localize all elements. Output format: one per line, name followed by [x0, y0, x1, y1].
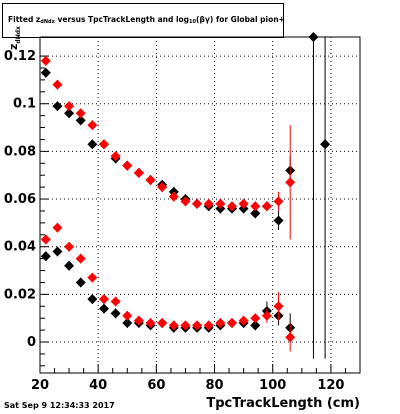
data-point-marker — [227, 317, 237, 328]
data-point-marker — [87, 139, 98, 150]
data-point-marker — [40, 55, 51, 66]
data-point-marker — [203, 320, 214, 331]
data-point-marker — [215, 198, 226, 209]
chart-title-box: Fitted zdNdx versus TpcTrackLength and l… — [2, 3, 285, 38]
title-subscript-10: 10 — [189, 19, 197, 25]
x-tick-label: 60 — [147, 378, 165, 393]
data-point-marker — [192, 320, 203, 331]
data-point-marker — [133, 167, 144, 178]
title-middle: versus TpcTrackLength and log — [54, 15, 190, 24]
data-point-marker — [180, 320, 191, 331]
data-point-marker — [110, 296, 121, 307]
x-tick-label: 20 — [31, 378, 49, 393]
data-point-marker — [133, 315, 144, 326]
data-point-marker — [203, 198, 214, 209]
data-point-marker — [227, 201, 237, 212]
grid-lines — [40, 37, 360, 373]
data-point-marker — [75, 253, 86, 264]
data-point-marker — [64, 260, 75, 271]
data-point-marker — [320, 139, 331, 150]
title-suffix: (βγ) for Global pion+ — [196, 15, 285, 24]
data-point-marker — [157, 182, 168, 193]
x-tick-label: 100 — [259, 378, 286, 393]
data-point-marker — [99, 139, 109, 150]
data-point-marker — [145, 174, 156, 185]
y-tick-label: 0.02 — [4, 287, 36, 302]
data-point-marker — [273, 301, 284, 312]
x-tick-label: 40 — [89, 378, 107, 393]
data-point-marker — [64, 101, 75, 112]
data-point-marker — [308, 32, 319, 42]
timestamp: Sat Sep 9 12:34:33 2017 — [4, 401, 115, 410]
data-point-marker — [52, 101, 63, 112]
data-point-marker — [180, 196, 191, 207]
data-point-marker — [122, 160, 133, 171]
data-point-marker — [110, 308, 121, 319]
x-tick-label: 120 — [317, 378, 344, 393]
data-point-marker — [40, 251, 51, 262]
data-point-marker — [40, 234, 51, 245]
data-points — [40, 32, 331, 359]
y-tick-label: 0 — [27, 335, 36, 350]
data-point-marker — [52, 246, 63, 257]
y-tick-label: 0.04 — [4, 240, 36, 255]
data-point-marker — [261, 310, 272, 321]
data-point-marker — [75, 277, 86, 288]
data-point-marker — [250, 201, 261, 212]
chart-title: Fitted zdNdx versus TpcTrackLength and l… — [8, 15, 285, 25]
data-point-marker — [75, 108, 86, 119]
x-tick-label: 80 — [205, 378, 223, 393]
data-point-marker — [110, 151, 121, 162]
y-tick-label: 0.12 — [4, 49, 36, 64]
x-axis-label: TpcTrackLength (cm) — [206, 396, 360, 411]
data-point-marker — [64, 108, 75, 119]
y-axis-ticks: 0 0.02 0.04 0.06 0.08 0.1 0.12 — [4, 49, 49, 367]
data-point-marker — [238, 315, 249, 326]
data-point-marker — [40, 67, 51, 78]
data-point-marker — [261, 201, 272, 212]
data-point-marker — [87, 272, 98, 283]
data-point-marker — [87, 294, 98, 305]
data-point-marker — [75, 115, 86, 126]
title-subscript-dndx: dNdx — [40, 19, 55, 25]
data-point-marker — [285, 177, 296, 188]
data-point-marker — [215, 317, 226, 328]
data-point-marker — [250, 320, 261, 331]
data-point-marker — [52, 79, 63, 90]
data-point-marker — [157, 317, 168, 328]
y-tick-label: 0.08 — [4, 144, 36, 159]
data-point-marker — [273, 196, 284, 207]
y-axis-label: zdNdx — [7, 26, 23, 50]
data-point-marker — [168, 191, 179, 202]
data-point-marker — [273, 215, 284, 226]
data-point-marker — [64, 241, 75, 252]
y-tick-label: 0.06 — [4, 192, 36, 207]
y-tick-label: 0.1 — [13, 97, 36, 112]
data-point-marker — [145, 317, 156, 328]
data-point-marker — [238, 198, 249, 209]
data-point-marker — [122, 317, 133, 328]
data-point-marker — [52, 222, 63, 233]
data-point-marker — [87, 120, 98, 131]
data-point-marker — [99, 294, 109, 305]
title-prefix: Fitted z — [8, 15, 41, 24]
data-point-marker — [285, 332, 296, 343]
data-point-marker — [122, 310, 133, 321]
data-point-marker — [250, 313, 261, 324]
data-point-marker — [99, 303, 109, 314]
data-point-marker — [168, 320, 179, 331]
x-axis-ticks: 20 40 60 80 100 120 — [31, 364, 361, 393]
data-point-marker — [250, 208, 261, 219]
data-point-marker — [192, 198, 203, 209]
